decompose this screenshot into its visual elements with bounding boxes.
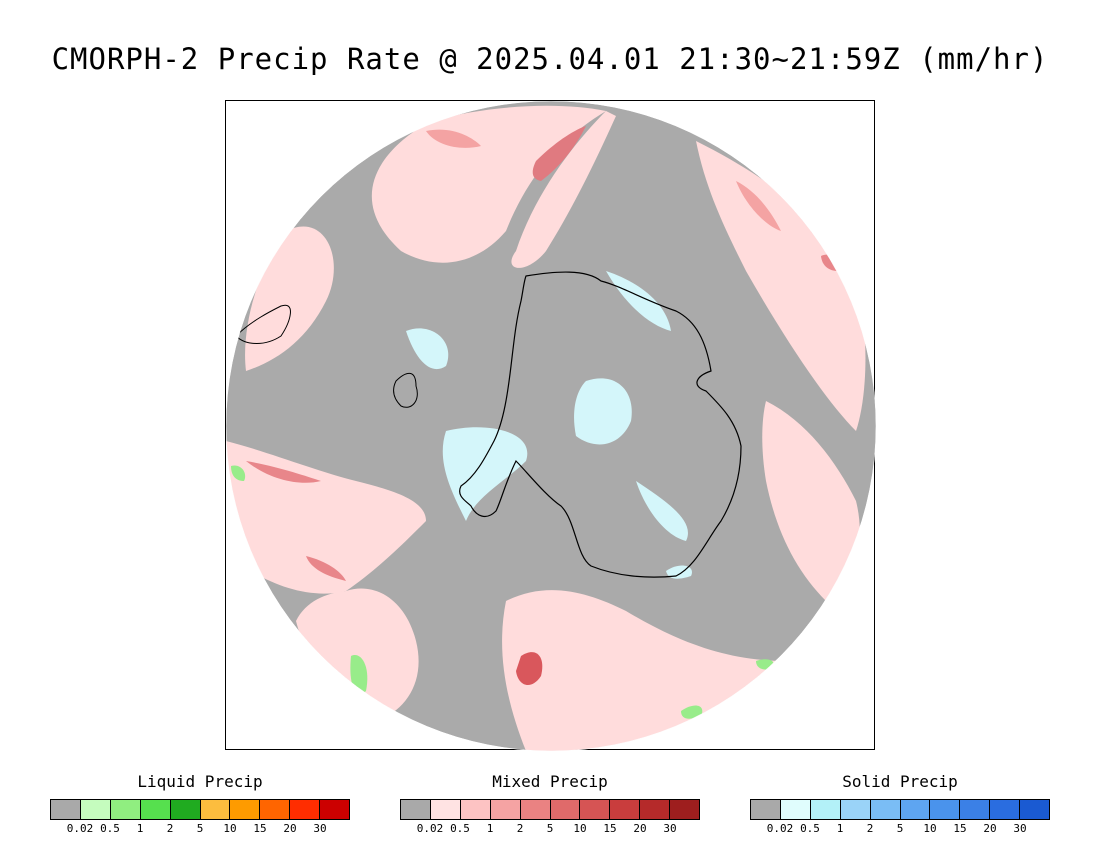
legend-tick-label: 1 [486, 822, 494, 835]
mixed-precip-medium [426, 129, 481, 148]
legend-swatches [400, 799, 700, 820]
map-frame [225, 100, 876, 751]
legend-tick-label: 20 [633, 822, 647, 835]
mixed-precip-medium [736, 181, 781, 231]
legend-swatch [780, 800, 811, 819]
legend-swatch [900, 800, 931, 819]
legend-ticks: 0.02 0.5 1 2 5 10 15 20 30 [400, 822, 700, 836]
legend-swatch [520, 800, 551, 819]
legend-tick-label: 30 [1013, 822, 1027, 835]
antarctica-coastline [459, 271, 742, 578]
legend-tick-label: 30 [663, 822, 677, 835]
legend-tick-label: 10 [573, 822, 587, 835]
legend-swatch [230, 800, 261, 819]
legend-tick-label: 0.5 [800, 822, 820, 835]
legend-swatch [401, 800, 431, 819]
legend-tick-label: 5 [546, 822, 554, 835]
legend-swatches [50, 799, 350, 820]
legend-swatch [670, 800, 700, 819]
solid-precip-area [636, 481, 688, 541]
legend-tick-label: 15 [953, 822, 967, 835]
mixed-precip-medium [246, 461, 321, 483]
legend-swatch [960, 800, 991, 819]
south-america-coastline [235, 304, 291, 344]
legend-tick-label: 0.02 [766, 822, 794, 835]
legend-tick-label: 20 [983, 822, 997, 835]
legend-swatch [320, 800, 350, 819]
liquid-precip-area [350, 655, 368, 695]
legend-swatch [640, 800, 671, 819]
solid-precip-area [442, 427, 528, 521]
legend-tick-label: 1 [136, 822, 144, 835]
legend-tick-label: 1 [836, 822, 844, 835]
legend-swatch [1020, 800, 1050, 819]
solid-precip-area [406, 328, 449, 370]
mixed-precip-heavy [516, 652, 543, 686]
mixed-precip-area [511, 111, 616, 268]
legend-swatch [490, 800, 521, 819]
legend-swatch [550, 800, 581, 819]
legend-swatch [870, 800, 901, 819]
legend-tick-label: 15 [603, 822, 617, 835]
legend-tick-label: 0.02 [66, 822, 94, 835]
legend-tick-label: 0.02 [416, 822, 444, 835]
legend-title: Mixed Precip [492, 772, 608, 791]
liquid-precip-area [231, 465, 246, 481]
map-title: CMORPH-2 Precip Rate @ 2025.04.01 21:30~… [51, 42, 1049, 76]
antarctic-peninsula-coastline [393, 372, 418, 408]
legend-title: Liquid Precip [137, 772, 263, 791]
mixed-precip-medium [306, 556, 346, 581]
legend-swatch [110, 800, 141, 819]
legend-liquid: Liquid Precip 0.02 0.5 1 2 5 10 15 20 30 [50, 772, 350, 836]
legend-tick-label: 20 [283, 822, 297, 835]
mixed-precip-heavy [532, 126, 586, 181]
legend-tick-label: 2 [166, 822, 174, 835]
legend-tick-label: 2 [866, 822, 874, 835]
legend-tick-label: 5 [896, 822, 904, 835]
legend-swatch [430, 800, 461, 819]
legend-solid: Solid Precip 0.02 0.5 1 2 5 10 15 20 30 [750, 772, 1050, 836]
legend-tick-label: 2 [516, 822, 524, 835]
legend-mixed: Mixed Precip 0.02 0.5 1 2 5 10 15 20 30 [400, 772, 700, 836]
legend-tick-label: 0.5 [100, 822, 120, 835]
legend-swatch [580, 800, 611, 819]
mixed-precip-area [696, 141, 866, 431]
mixed-precip-area [371, 105, 606, 263]
legend-tick-label: 10 [223, 822, 237, 835]
legend-tick-label: 0.5 [450, 822, 470, 835]
legend-swatches [750, 799, 1050, 820]
solid-precip-area [606, 271, 671, 331]
legend-swatch [460, 800, 491, 819]
legend-swatch [751, 800, 781, 819]
legend-swatch [930, 800, 961, 819]
legend-title: Solid Precip [842, 772, 958, 791]
legend-swatch [170, 800, 201, 819]
legend-ticks: 0.02 0.5 1 2 5 10 15 20 30 [750, 822, 1050, 836]
legend-swatch [51, 800, 81, 819]
legend-tick-label: 5 [196, 822, 204, 835]
legend-ticks: 0.02 0.5 1 2 5 10 15 20 30 [50, 822, 350, 836]
legend-swatch [140, 800, 171, 819]
legend-tick-label: 10 [923, 822, 937, 835]
legend-swatch [990, 800, 1021, 819]
no-precip-background [226, 101, 876, 751]
mixed-precip-area [296, 588, 419, 721]
liquid-precip-area [681, 705, 703, 719]
legend-swatch [200, 800, 231, 819]
legend-swatch [260, 800, 291, 819]
solid-precip-area [574, 378, 632, 445]
mixed-precip-area [226, 441, 426, 594]
legend-swatch [80, 800, 111, 819]
legend-swatch [840, 800, 871, 819]
legend-tick-label: 15 [253, 822, 267, 835]
legend-swatch [290, 800, 321, 819]
precip-map [226, 101, 876, 751]
mixed-precip-area [762, 401, 860, 601]
legend-swatch [610, 800, 641, 819]
legend-swatch [810, 800, 841, 819]
legend-tick-label: 30 [313, 822, 327, 835]
